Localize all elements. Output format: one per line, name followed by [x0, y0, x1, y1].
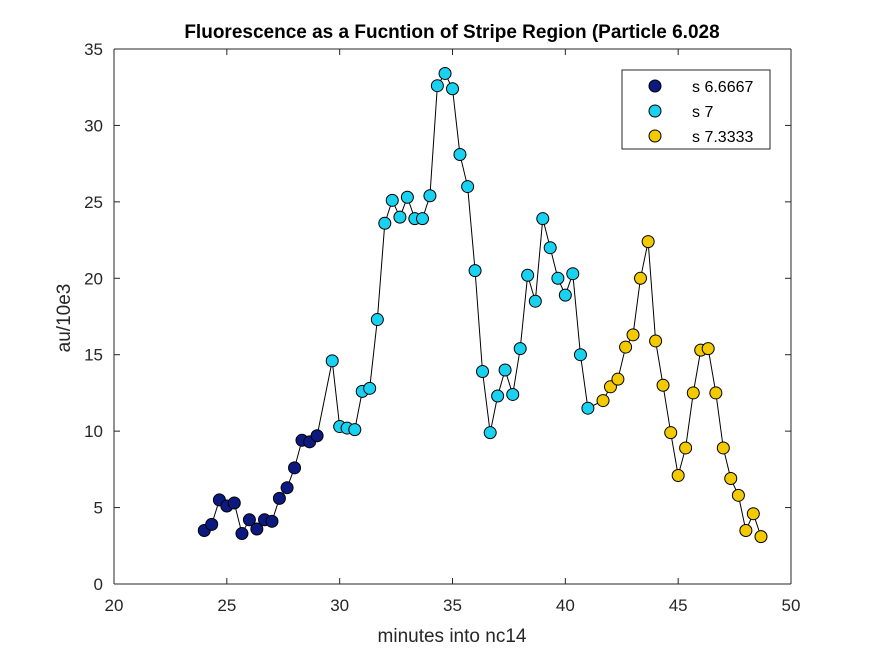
data-point [385, 193, 399, 207]
data-point [491, 389, 505, 403]
data-point [310, 429, 324, 443]
data-point [446, 82, 459, 96]
legend-box [621, 69, 771, 150]
y-tick-label: 0 [94, 575, 103, 594]
axes: 20 25 30 35 40 45 50 0 5 10 15 20 25 30 35 [84, 40, 800, 615]
data-point [400, 190, 414, 204]
x-tick-label: 45 [669, 596, 688, 615]
legend-label: s 6.6667 [692, 79, 753, 96]
legend-marker [648, 79, 662, 93]
data-point [250, 522, 264, 536]
x-tick-label: 40 [556, 596, 575, 615]
data-point [476, 365, 490, 379]
data-point [521, 268, 535, 282]
data-point [205, 517, 219, 531]
data-point [536, 212, 550, 226]
data-point [649, 334, 663, 348]
data-point [739, 524, 753, 537]
data-point [415, 212, 429, 226]
data-point [626, 328, 640, 342]
y-tick-label: 15 [84, 346, 103, 365]
data-point [656, 378, 670, 392]
y-tick-label: 25 [84, 193, 103, 212]
data-point [543, 241, 557, 255]
data-point [265, 514, 279, 528]
y-tick-label: 20 [84, 269, 103, 288]
data-point [573, 348, 587, 362]
data-point [325, 354, 339, 368]
data-point [423, 189, 437, 203]
y-axis-label: au/10e3 [54, 284, 75, 353]
data-point [754, 530, 768, 544]
data-point [468, 264, 482, 278]
x-tick-label: 30 [330, 596, 349, 615]
series-1 [197, 429, 324, 541]
legend-label: s 7.3333 [692, 129, 753, 146]
data-point [461, 180, 475, 194]
data-point [633, 271, 647, 285]
series-2 [325, 66, 595, 440]
x-tick-label: 35 [443, 596, 462, 615]
data-point [701, 342, 715, 356]
data-point [235, 527, 249, 541]
legend-marker [648, 129, 662, 143]
data-point [513, 342, 527, 356]
data-point [370, 313, 384, 327]
data-point [272, 491, 286, 505]
y-tick-label: 35 [84, 40, 103, 59]
legend-marker [648, 104, 662, 118]
data-point [746, 507, 760, 521]
data-point [348, 423, 362, 437]
data-point [227, 496, 241, 510]
data-point [483, 426, 497, 440]
data-point [581, 401, 595, 415]
x-tick-label: 50 [782, 596, 801, 615]
data-point [686, 386, 700, 400]
data-point [506, 387, 520, 401]
data-point [679, 441, 693, 455]
data-point [724, 472, 738, 486]
data-point [288, 461, 302, 475]
data-point [453, 147, 467, 161]
y-tick-label: 5 [94, 499, 103, 518]
data-point [242, 513, 256, 527]
legend-label: s 7 [692, 104, 713, 121]
data-point [280, 481, 294, 495]
data-point [393, 210, 407, 224]
data-point [528, 294, 542, 308]
data-point [716, 441, 730, 455]
legend: s 6.6667 s 7 s 7.3333 [621, 69, 771, 150]
y-tick-label: 10 [84, 422, 103, 441]
x-tick-label: 20 [105, 596, 124, 615]
data-point [664, 426, 678, 440]
data-point [596, 394, 610, 408]
data-point [641, 235, 655, 249]
data-point [671, 468, 685, 482]
data-point [709, 386, 723, 400]
data-point [619, 340, 633, 354]
data-point [566, 267, 580, 281]
data-point [363, 381, 377, 395]
x-tick-label: 25 [217, 596, 236, 615]
data-point [731, 488, 745, 502]
data-point [438, 66, 452, 80]
data-point [551, 271, 565, 285]
x-axis-label: minutes into nc14 [378, 626, 527, 647]
series-3 [596, 235, 768, 544]
data-point [378, 216, 392, 230]
data-point [498, 363, 512, 377]
data-point [558, 288, 572, 302]
chart-title: Fluorescence as a Fucntion of Stripe Reg… [184, 22, 719, 43]
data-point [430, 79, 444, 93]
data-layer [197, 66, 768, 544]
y-tick-label: 30 [84, 116, 103, 135]
data-point [611, 372, 625, 386]
